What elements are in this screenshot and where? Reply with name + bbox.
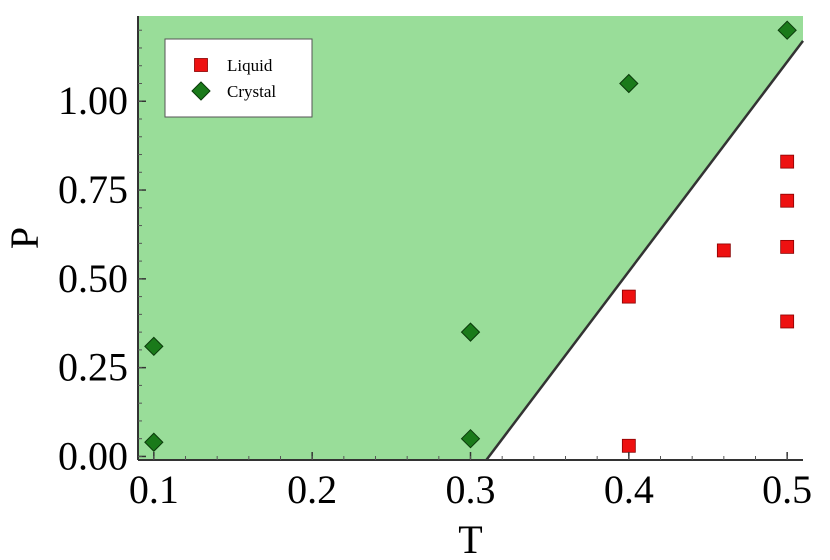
y-axis-title: P xyxy=(2,227,47,249)
legend-label-crystal: Crystal xyxy=(227,82,276,101)
crystal-point xyxy=(460,428,481,449)
liquid-point xyxy=(621,289,636,304)
crystal-point xyxy=(619,73,639,94)
x-tick-label: 0.4 xyxy=(604,467,654,512)
x-axis-title: T xyxy=(458,517,482,560)
legend-box xyxy=(164,38,313,118)
plot-area xyxy=(137,16,804,461)
y-tick-label: 0.50 xyxy=(58,256,128,301)
crystal-point xyxy=(144,336,164,357)
crystal-point xyxy=(777,20,797,40)
legend-marker-crystal xyxy=(191,81,211,101)
legend: Liquid Crystal xyxy=(164,38,313,118)
liquid-point xyxy=(780,314,795,329)
y-tick-label: 0.00 xyxy=(58,433,128,478)
phase-boundary-line xyxy=(485,40,804,461)
legend-marker-liquid xyxy=(194,58,208,72)
x-tick-label: 0.3 xyxy=(446,467,496,512)
x-tick-label: 0.1 xyxy=(129,467,179,512)
y-tick-label: 0.25 xyxy=(58,345,128,390)
x-tick-label: 0.5 xyxy=(762,467,812,512)
liquid-point xyxy=(716,243,731,258)
y-tick-label: 1.00 xyxy=(58,78,128,123)
liquid-point xyxy=(780,193,795,208)
series-liquid xyxy=(621,154,795,453)
crystal-region-fill xyxy=(138,16,803,460)
crystal-point xyxy=(144,432,164,452)
y-axis: 0.00 0.25 0.50 0.75 1.00 xyxy=(58,29,146,478)
liquid-point xyxy=(621,438,636,453)
series-crystal xyxy=(144,20,797,452)
liquid-point xyxy=(780,154,795,169)
crystal-point xyxy=(460,322,481,342)
y-tick-label: 0.75 xyxy=(58,167,128,212)
x-tick-label: 0.2 xyxy=(287,467,337,512)
legend-label-liquid: Liquid xyxy=(227,56,273,75)
liquid-point xyxy=(780,239,795,254)
x-axis: 0.1 0.2 0.3 0.4 0.5 xyxy=(129,452,812,512)
